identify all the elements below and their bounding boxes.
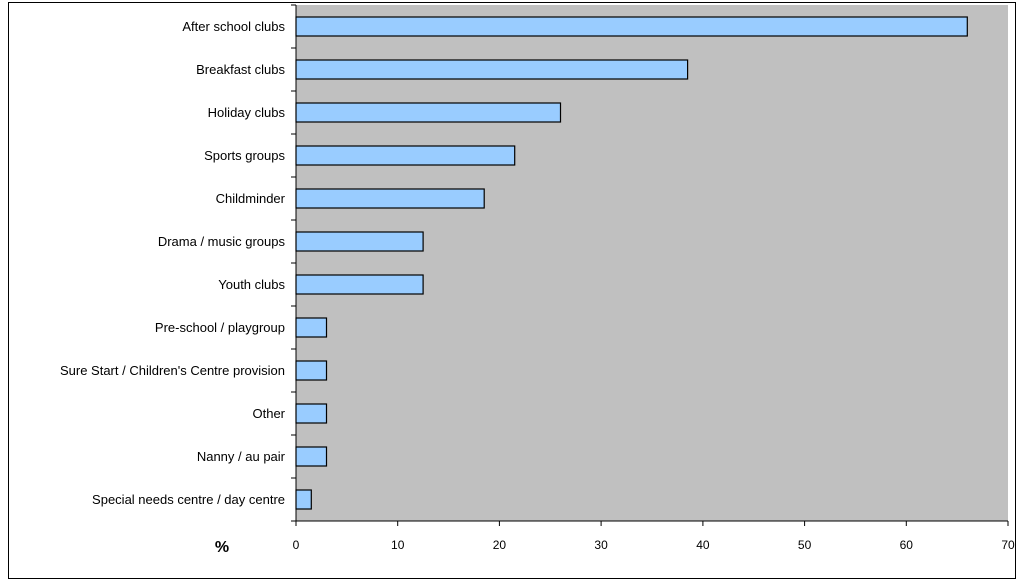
x-tick-label: 0 — [293, 538, 300, 552]
category-label: Sure Start / Children's Centre provision — [60, 363, 285, 378]
x-tick-label: 60 — [900, 538, 914, 552]
bar-2 — [295, 59, 689, 80]
category-label: Drama / music groups — [158, 234, 286, 249]
x-tick-label: 70 — [1001, 538, 1015, 552]
bars-group — [295, 16, 968, 510]
category-label: Holiday clubs — [208, 105, 286, 120]
bar-4 — [295, 145, 516, 166]
axes-group — [291, 4, 1009, 526]
x-tick-label: 30 — [594, 538, 608, 552]
bar-11 — [295, 446, 328, 467]
category-label: After school clubs — [182, 19, 285, 34]
x-tick-labels: 0 10 20 30 40 50 60 70 — [293, 538, 1015, 552]
x-axis-title: % — [215, 539, 229, 556]
bar-10 — [295, 403, 328, 424]
category-label: Nanny / au pair — [197, 449, 286, 464]
category-label: Other — [252, 406, 285, 421]
category-label: Breakfast clubs — [196, 62, 285, 77]
plot-area — [296, 5, 1008, 521]
bar-5 — [295, 188, 485, 209]
x-tick-label: 40 — [696, 538, 710, 552]
bar-7 — [295, 274, 424, 295]
bar-6 — [295, 231, 424, 252]
bar-9 — [295, 360, 328, 381]
category-label: Sports groups — [204, 148, 285, 163]
x-tick-label: 50 — [798, 538, 812, 552]
category-label: Childminder — [216, 191, 286, 206]
category-label: Youth clubs — [218, 277, 285, 292]
x-tick-label: 10 — [391, 538, 405, 552]
bar-1 — [295, 16, 968, 37]
bar-12 — [295, 489, 312, 510]
category-label: Special needs centre / day centre — [92, 492, 285, 507]
category-label: Pre-school / playgroup — [155, 320, 285, 335]
x-tick-label: 20 — [493, 538, 507, 552]
bar-8 — [295, 317, 328, 338]
category-labels: After school clubs Breakfast clubs Holiday… — [60, 19, 286, 507]
bar-3 — [295, 102, 562, 123]
